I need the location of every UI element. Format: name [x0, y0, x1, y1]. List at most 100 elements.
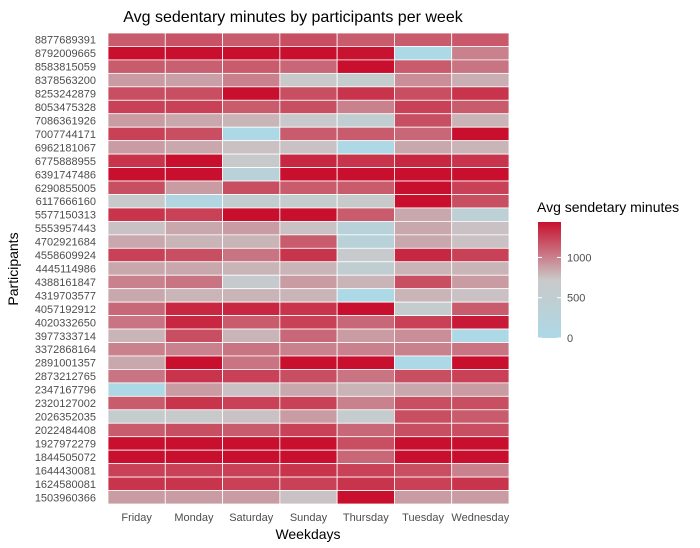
y-tick-label: 2022484408 [35, 425, 96, 437]
heatmap-cell [279, 328, 338, 343]
heatmap-cell [222, 59, 281, 74]
heatmap-cell [336, 342, 395, 357]
heatmap-cell [107, 59, 166, 74]
heatmap-cell [107, 46, 166, 61]
y-tick-label: 1844505072 [35, 452, 96, 464]
heatmap-cell [222, 113, 281, 128]
heatmap-cell [451, 490, 510, 505]
heatmap-cell [394, 99, 453, 115]
heatmap-cell [394, 369, 453, 384]
heatmap-cell [222, 180, 281, 195]
heatmap-cell [164, 140, 223, 155]
y-tick-label: 6775888955 [35, 156, 96, 168]
heatmap-cell [107, 99, 166, 115]
heatmap-cell [164, 180, 223, 195]
y-tick-label: 4057192912 [35, 304, 96, 316]
heatmap-cell [107, 328, 166, 343]
heatmap-cell [107, 355, 166, 370]
heatmap-cell [222, 315, 281, 330]
heatmap-cell [107, 274, 166, 290]
heatmap-cell [394, 436, 453, 451]
y-tick-label: 4702921684 [35, 237, 96, 249]
heatmap-cell [107, 476, 166, 491]
x-tick-label: Monday [174, 512, 214, 524]
heatmap-cell [164, 288, 223, 303]
heatmap-cell [451, 409, 510, 424]
heatmap-cell [394, 409, 453, 424]
heatmap-cell [451, 274, 510, 290]
heatmap-cell [222, 234, 281, 249]
heatmap-cell [222, 328, 281, 343]
heatmap-cell [279, 288, 338, 303]
heatmap-cell [107, 382, 166, 397]
y-tick-label: 5553957443 [35, 223, 96, 235]
y-tick-label: 4020332650 [35, 317, 96, 329]
heatmap-cell [107, 86, 166, 101]
heatmap-cell [394, 180, 453, 195]
heatmap-cell [451, 355, 510, 370]
heatmap-cell [222, 72, 281, 88]
heatmap-cell [222, 490, 281, 505]
y-tick-label: 6117666160 [36, 196, 96, 208]
y-tick-label: 7086361926 [35, 115, 96, 127]
heatmap-cell [164, 490, 223, 505]
heatmap-cell [279, 409, 338, 424]
heatmap-cell [394, 207, 453, 222]
heatmap-cell [222, 274, 281, 290]
heatmap-cell [451, 247, 510, 263]
y-tick-label: 4558609924 [35, 250, 96, 262]
heatmap-cell [279, 274, 338, 290]
heatmap-cell [107, 463, 166, 478]
heatmap-cell [451, 395, 510, 411]
heatmap-cell [336, 126, 395, 142]
heatmap-cell [222, 355, 281, 370]
heatmap-cell [336, 463, 395, 478]
heatmap-cell [394, 72, 453, 88]
heatmap-cell [107, 436, 166, 451]
heatmap-cell [107, 369, 166, 384]
legend-tick-label: 0 [567, 333, 573, 345]
heatmap-cell [164, 59, 223, 74]
y-tick-label: 4445114986 [36, 264, 96, 276]
heatmap-cell [451, 86, 510, 101]
y-tick-label: 6391747486 [35, 169, 96, 181]
heatmap-cell [451, 72, 510, 88]
heatmap-cell [279, 153, 338, 168]
heatmap-cell [222, 261, 281, 276]
heatmap-cell [164, 395, 223, 411]
heatmap-cell [279, 449, 338, 465]
heatmap-cell [336, 220, 395, 236]
heatmap-cell [222, 247, 281, 263]
heatmap-cell [451, 59, 510, 74]
y-tick-label: 8583815059 [35, 62, 96, 74]
heatmap-cell [336, 288, 395, 303]
heatmap-cell [107, 342, 166, 357]
heatmap-cell [451, 422, 510, 438]
heatmap-cell [279, 355, 338, 370]
heatmap-cell [107, 220, 166, 236]
y-tick-label: 3372868164 [35, 344, 96, 356]
heatmap-cell [107, 140, 166, 155]
heatmap-cell [394, 59, 453, 74]
heatmap-cell [394, 449, 453, 465]
heatmap-cell [107, 167, 166, 182]
heatmap-cell [279, 113, 338, 128]
y-axis-label: Participants [5, 232, 21, 305]
heatmap-cell [394, 395, 453, 411]
heatmap-cell [394, 342, 453, 357]
heatmap-cell [394, 355, 453, 370]
heatmap-cell [279, 86, 338, 101]
heatmap-cell [279, 99, 338, 115]
heatmap-cell [164, 86, 223, 101]
heatmap-cell [394, 315, 453, 330]
heatmap-cell [279, 315, 338, 330]
heatmap-cell [451, 476, 510, 491]
heatmap-cell [336, 32, 395, 47]
heatmap-cell [107, 126, 166, 142]
heatmap-cell [336, 274, 395, 290]
heatmap-cell [336, 194, 395, 209]
heatmap-cell [279, 395, 338, 411]
y-tick-label: 2891001357 [35, 358, 96, 370]
y-tick-label: 3977333714 [35, 331, 96, 343]
heatmap-cell [222, 422, 281, 438]
